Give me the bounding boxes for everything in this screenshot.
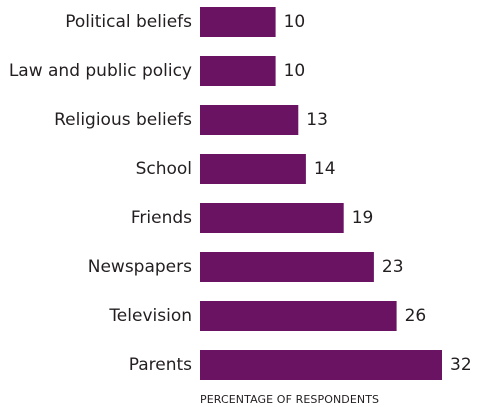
value-label: 13 [306,110,328,130]
bar [200,252,374,282]
x-axis-label: PERCENTAGE OF RESPONDENTS [200,393,379,406]
bars-group [200,7,442,380]
category-label: Friends [131,208,192,228]
value-label: 32 [450,355,472,375]
category-label: Television [108,306,192,326]
bar [200,203,344,233]
category-label: Parents [129,355,192,375]
category-label: School [136,159,192,179]
bar [200,350,442,380]
category-label: Political beliefs [65,12,192,32]
value-label: 14 [314,159,336,179]
value-label: 10 [284,12,306,32]
category-label: Newspapers [88,257,192,277]
value-label: 19 [352,208,374,228]
value-label: 26 [405,306,427,326]
value-label: 23 [382,257,404,277]
bar [200,7,276,37]
category-label: Religious beliefs [54,110,192,130]
value-labels: 10 10 13 14 19 23 26 32 [284,12,472,375]
bar [200,56,276,86]
bar [200,105,299,135]
bar [200,301,397,331]
value-label: 10 [284,61,306,81]
category-labels: Political beliefs Law and public policy Re… [9,12,192,375]
category-label: Law and public policy [9,61,192,81]
bar [200,154,306,184]
